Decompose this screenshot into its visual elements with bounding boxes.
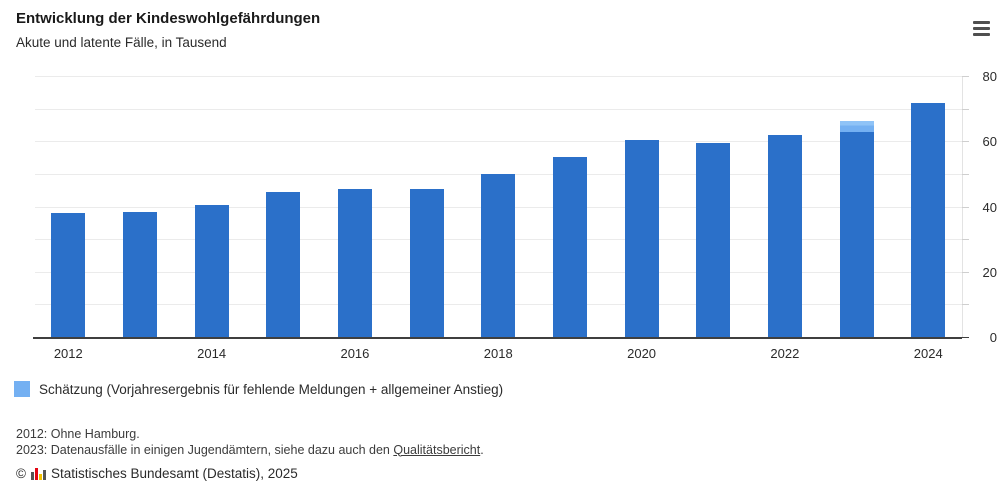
bar-segment-cases (194, 204, 229, 338)
bar-2012[interactable] (51, 213, 86, 338)
bar-segment-cases (911, 103, 946, 338)
y-axis-label: 0 (989, 330, 997, 345)
bar-segment-estimate (839, 121, 874, 133)
y-axis-tick (962, 304, 969, 306)
hamburger-menu-icon[interactable] (966, 17, 990, 39)
y-axis-label: 60 (982, 134, 997, 150)
y-axis-tick (962, 173, 969, 175)
bar-segment-cases (122, 211, 157, 338)
footnote-2012: 2012: Ohne Hamburg. (16, 427, 140, 441)
gridline (35, 108, 962, 110)
bar-2020[interactable] (624, 140, 659, 338)
y-axis-tick (962, 239, 969, 241)
legend-label: Schätzung (Vorjahresergebnis für fehlend… (39, 381, 504, 397)
legend: Schätzung (Vorjahresergebnis für fehlend… (14, 381, 503, 397)
x-axis-label: 2012 (53, 346, 83, 361)
x-axis-label: 2016 (340, 346, 370, 361)
destatis-logo-icon (30, 467, 46, 480)
bar-segment-cases (696, 142, 731, 338)
y-axis-tick (962, 108, 969, 110)
y-axis-label: 20 (982, 264, 997, 280)
bar-segment-cases (552, 156, 587, 338)
x-axis-label: 2024 (913, 346, 943, 361)
plot-area (35, 76, 969, 338)
bar-segment-cases (266, 191, 301, 338)
bar-2019[interactable] (552, 156, 587, 338)
x-axis-line (33, 337, 962, 339)
y-axis-label: 80 (982, 69, 997, 84)
legend-swatch-estimate (14, 381, 30, 397)
y-axis-tick (962, 206, 969, 208)
footnote-2023: 2023: Datenausfälle in einigen Jugendämt… (16, 442, 484, 457)
qualitaetsbericht-link[interactable]: Qualitätsbericht (393, 442, 481, 457)
page-title: Entwicklung der Kindeswohlgefährdungen (16, 10, 321, 27)
x-axis-label: 2014 (197, 346, 227, 361)
chart-subtitle: Akute und latente Fälle, in Tausend (16, 35, 227, 50)
y-axis-tick (962, 141, 969, 143)
y-axis-label: 40 (982, 199, 997, 215)
bar-segment-cases (839, 132, 874, 338)
y-axis-tick (962, 76, 969, 77)
bar-2024[interactable] (911, 103, 946, 338)
bar-segment-cases (481, 173, 516, 338)
bar-segment-cases (337, 188, 372, 338)
bar-2022[interactable] (767, 134, 802, 338)
bar-2018[interactable] (481, 173, 516, 338)
gridline (35, 141, 962, 143)
bar-2021[interactable] (696, 142, 731, 338)
plot-right-border (962, 77, 963, 338)
copyright-symbol: © (16, 466, 26, 481)
bar-2016[interactable] (337, 188, 372, 338)
bar-2017[interactable] (409, 188, 444, 338)
x-axis-label: 2020 (627, 346, 657, 361)
gridline (35, 76, 962, 77)
bar-2014[interactable] (194, 204, 229, 338)
footnotes: 2012: Ohne Hamburg. 2023: Datenausfälle … (16, 427, 484, 458)
copyright-line: © Statistisches Bundesamt (Destatis), 20… (16, 466, 298, 481)
x-axis-label: 2022 (770, 346, 800, 361)
bar-2015[interactable] (266, 191, 301, 338)
x-axis-label: 2018 (483, 346, 513, 361)
bar-segment-cases (51, 213, 86, 338)
bar-2013[interactable] (122, 211, 157, 338)
y-axis-tick (962, 271, 969, 273)
bar-segment-cases (767, 134, 802, 338)
bar-segment-cases (409, 188, 444, 338)
y-axis-tick (962, 337, 969, 338)
bar-2023[interactable] (839, 121, 874, 338)
copyright-text: Statistisches Bundesamt (Destatis), 2025 (50, 466, 298, 481)
bar-segment-cases (624, 140, 659, 338)
